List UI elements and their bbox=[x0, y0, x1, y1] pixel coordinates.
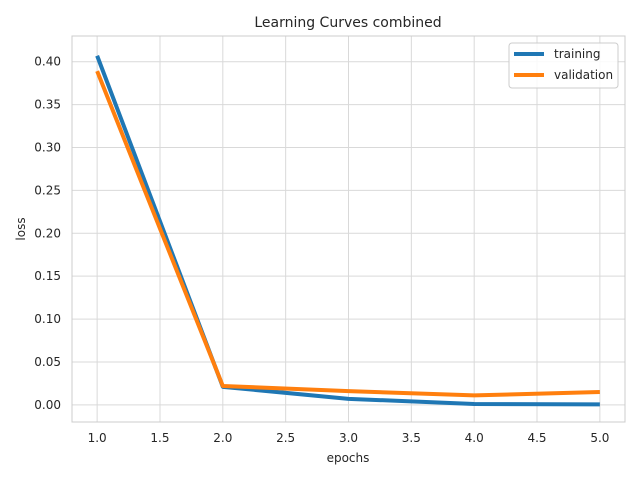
legend: training validation bbox=[508, 42, 619, 89]
y-tick-label: 0.40 bbox=[34, 55, 61, 69]
x-tick-label: 3.5 bbox=[402, 431, 421, 445]
x-tick-label: 4.0 bbox=[465, 431, 484, 445]
x-tick-label: 1.5 bbox=[150, 431, 169, 445]
y-tick-label: 0.25 bbox=[34, 183, 61, 197]
y-tick-label: 0.05 bbox=[34, 355, 61, 369]
x-tick-label: 2.0 bbox=[213, 431, 232, 445]
legend-label-training: training bbox=[554, 47, 601, 61]
chart-title: Learning Curves combined bbox=[254, 15, 441, 31]
y-tick-label: 0.00 bbox=[34, 398, 61, 412]
x-tick-label: 3.0 bbox=[339, 431, 358, 445]
x-axis-label: epochs bbox=[327, 451, 370, 465]
y-tick-labels: 0.00 0.05 0.10 0.15 0.20 0.25 0.30 0.35 0.40 bbox=[34, 55, 61, 412]
legend-label-validation: validation bbox=[554, 68, 613, 82]
x-tick-label: 4.5 bbox=[527, 431, 546, 445]
y-tick-label: 0.20 bbox=[34, 226, 61, 240]
y-tick-label: 0.15 bbox=[34, 269, 61, 283]
y-tick-label: 0.30 bbox=[34, 141, 61, 155]
x-tick-label: 2.5 bbox=[276, 431, 295, 445]
y-tick-label: 0.10 bbox=[34, 312, 61, 326]
series-line-validation bbox=[95, 70, 600, 398]
x-tick-label: 5.0 bbox=[590, 431, 609, 445]
x-tick-labels: 1.0 1.5 2.0 2.5 3.0 3.5 4.0 4.5 5.0 bbox=[88, 431, 610, 445]
y-axis-label: loss bbox=[14, 217, 28, 240]
plot-area bbox=[71, 35, 626, 423]
series bbox=[95, 55, 600, 407]
x-tick-label: 1.0 bbox=[88, 431, 107, 445]
y-tick-label: 0.35 bbox=[34, 98, 61, 112]
